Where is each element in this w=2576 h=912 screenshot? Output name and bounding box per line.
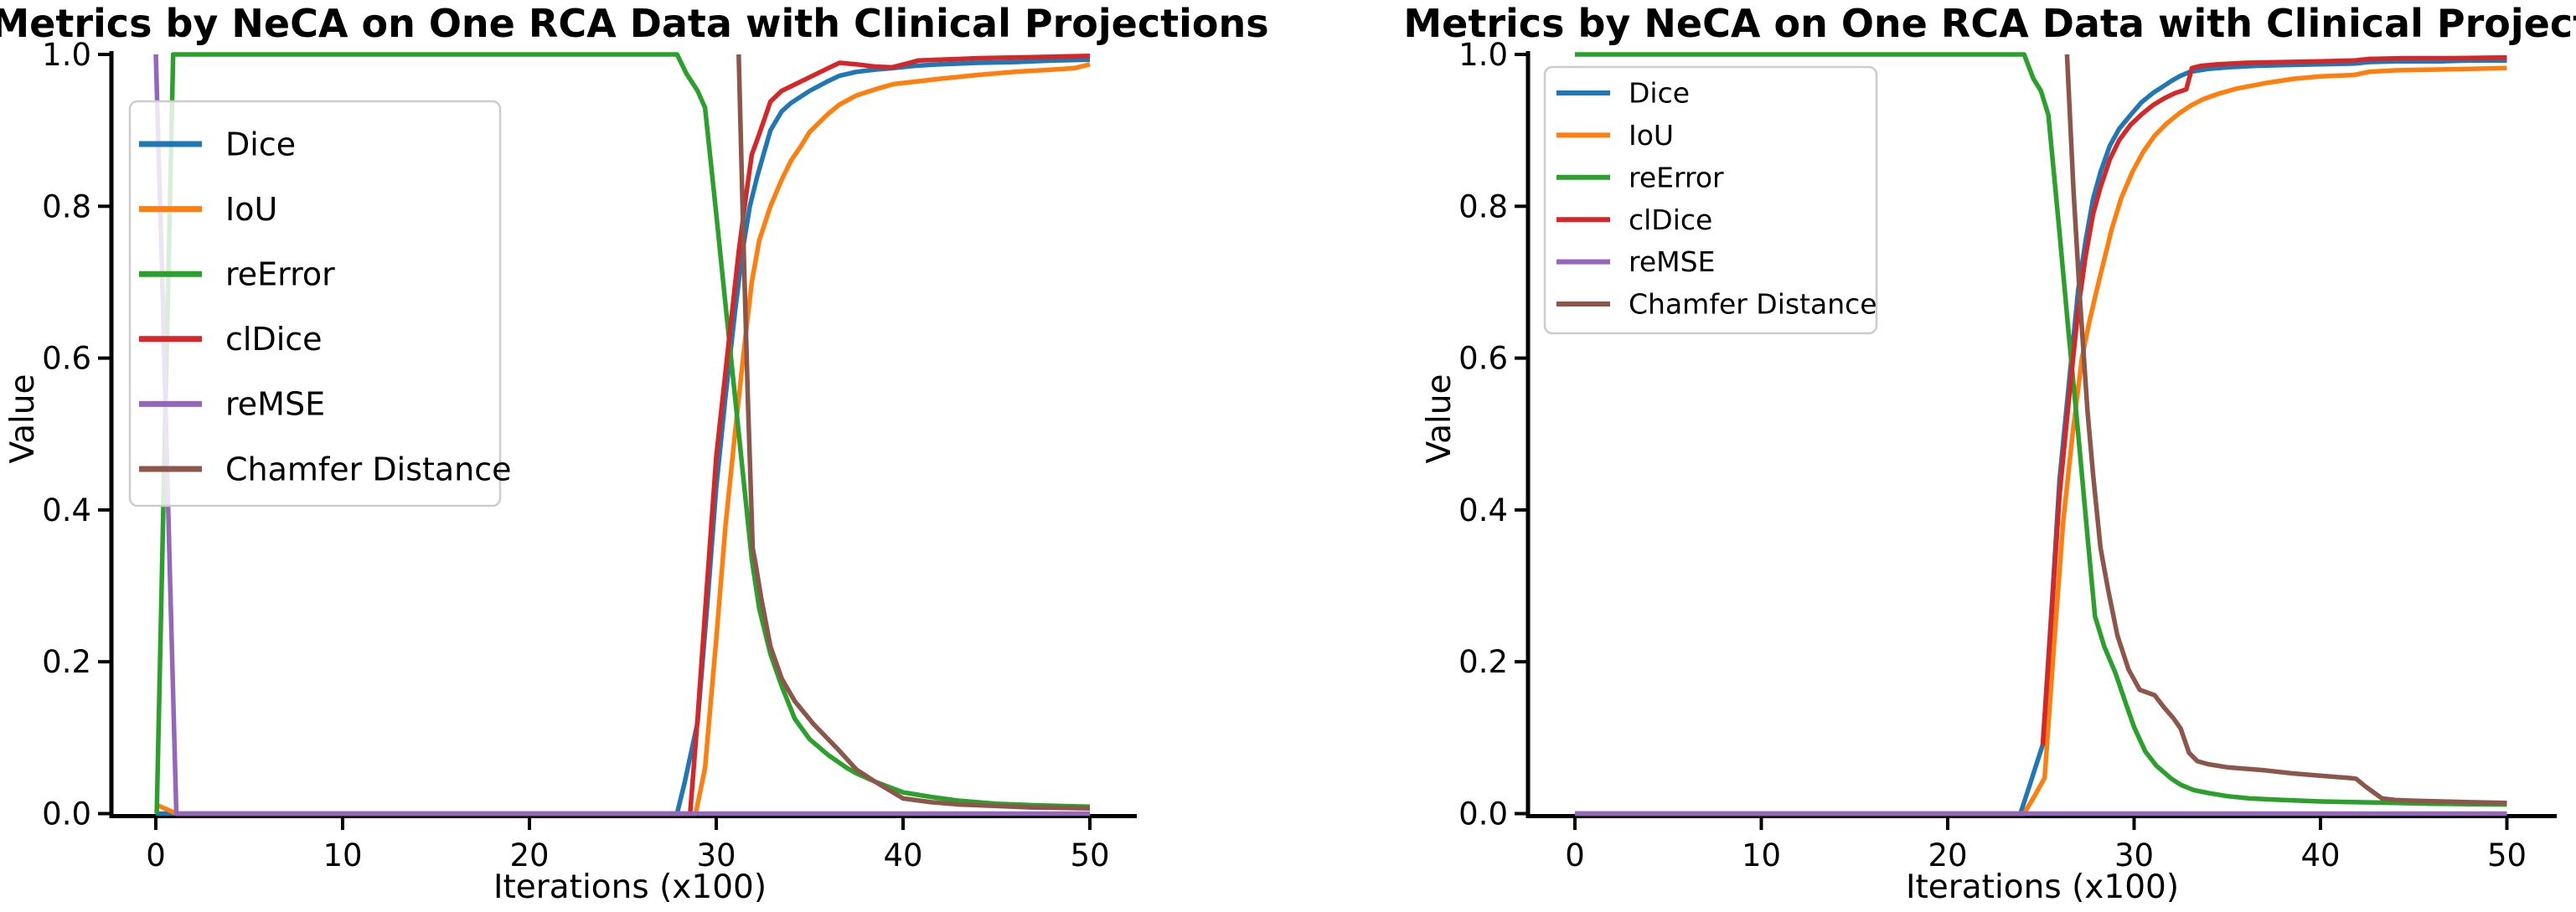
- iou-line: [154, 62, 1091, 817]
- y-tick-label: 0.0: [42, 796, 91, 832]
- legend-item-reerror: reError: [139, 256, 335, 293]
- x-tick-label: 50: [1070, 837, 1109, 873]
- legend-item-dice: Dice: [1556, 77, 1690, 110]
- chart-title: Metrics by NeCA on One RCA Data with Cli…: [0, 1, 1269, 46]
- legend: Dice IoU reError clDice reMSE Chamfer Distanc…: [128, 100, 512, 508]
- legend-label-reerror: reError: [225, 256, 335, 293]
- legend-item-reerror: reError: [1556, 161, 1724, 193]
- legend-label-chamfer-distance: Chamfer Distance: [225, 451, 512, 487]
- legend-label-iou: IoU: [225, 191, 277, 228]
- legend-item-chamfer-distance: Chamfer Distance: [139, 451, 512, 487]
- legend-box: [128, 100, 502, 508]
- legend-item-dice: Dice: [139, 126, 296, 162]
- x-tick-label: 40: [883, 837, 922, 873]
- y-tick-label: 0.6: [42, 341, 91, 377]
- chamfer-distance-line: [2064, 54, 2507, 806]
- x-axis-label: Iterations (x100): [493, 868, 767, 906]
- y-axis-label: Value: [1421, 374, 1458, 463]
- x-tick-label: 50: [2487, 837, 2527, 873]
- cldice-line: [688, 54, 1091, 814]
- y-axis-label: Value: [4, 374, 42, 463]
- x-tick-label: 10: [1742, 837, 1781, 873]
- legend-label-cldice: clDice: [1629, 204, 1712, 236]
- x-tick-label: 20: [1928, 837, 1967, 873]
- iou-line: [1575, 65, 2507, 817]
- x-tick-label: 40: [2300, 837, 2340, 873]
- chart-title: Metrics by NeCA on One RCA Data with Cli…: [1403, 1, 2576, 46]
- reerror-line: [1575, 52, 2507, 807]
- legend-item-iou: IoU: [139, 191, 277, 228]
- y-tick-label: 0.6: [1458, 341, 1508, 377]
- legend-label-chamfer-distance: Chamfer Distance: [1629, 288, 1877, 321]
- y-tick-label: 1.0: [1458, 37, 1508, 73]
- x-axis-label: Iterations (x100): [1906, 868, 2179, 906]
- x-tick-label: 10: [323, 837, 362, 873]
- legend-label-dice: Dice: [1629, 77, 1690, 110]
- legend-item-chamfer-distance: Chamfer Distance: [1556, 288, 1877, 321]
- y-tick-label: 0.2: [1458, 644, 1508, 680]
- legend-label-reerror: reError: [1629, 161, 1724, 193]
- legend-label-remse: reMSE: [225, 386, 325, 423]
- x-tick-label: 30: [2114, 837, 2154, 873]
- y-tick-label: 0.8: [42, 188, 91, 224]
- reerror-line: [154, 52, 1091, 814]
- y-tick-label: 0.2: [42, 644, 91, 680]
- y-tick-label: 0.0: [1458, 796, 1508, 832]
- legend-box: [1543, 65, 1878, 335]
- legend-label-remse: reMSE: [1629, 245, 1715, 278]
- legend-item-remse: reMSE: [139, 386, 325, 423]
- legend: Dice IoU reError clDice reMSE Chamfer Distanc…: [1543, 65, 1878, 335]
- y-tick-label: 0.8: [1458, 188, 1508, 224]
- x-tick-label: 20: [509, 837, 549, 873]
- x-tick-label: 30: [696, 837, 736, 873]
- legend-item-iou: IoU: [1556, 119, 1674, 152]
- x-tick-label: 0: [146, 837, 166, 873]
- y-tick-label: 0.4: [1458, 492, 1508, 528]
- legend-label-dice: Dice: [225, 126, 296, 162]
- y-tick-label: 1.0: [42, 37, 91, 73]
- legend-label-iou: IoU: [1629, 119, 1674, 152]
- chamfer-distance-line: [736, 54, 1091, 811]
- cldice-line: [2040, 54, 2507, 746]
- legend-item-cldice: clDice: [1556, 204, 1712, 236]
- x-tick-label: 0: [1565, 837, 1585, 873]
- legend-item-remse: reMSE: [1556, 245, 1715, 278]
- y-tick-label: 0.4: [42, 492, 91, 528]
- legend-item-cldice: clDice: [139, 321, 323, 358]
- legend-label-cldice: clDice: [225, 321, 323, 358]
